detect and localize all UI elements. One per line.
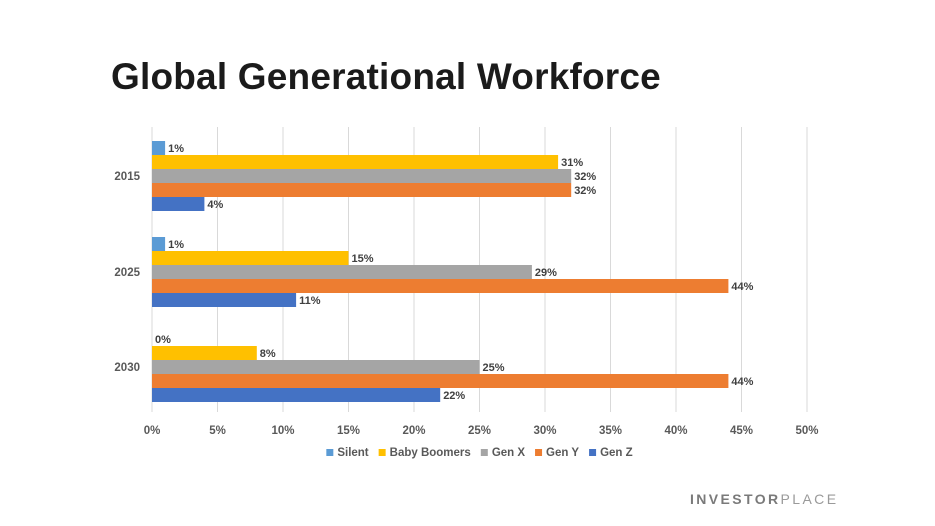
data-label: 1% [168,239,184,251]
legend-label: Gen Y [546,447,579,459]
x-tick-label: 50% [795,425,818,437]
brand-part-2: PLACE [780,491,839,507]
legend-label: Gen Z [600,447,633,459]
bar [152,197,205,211]
bar [152,237,166,251]
data-label: 29% [535,267,557,279]
legend-label: Gen X [492,447,526,459]
x-tick-label: 15% [337,425,360,437]
bar [152,251,349,265]
legend-swatch [480,449,488,456]
legend-label: Baby Boomers [390,447,471,459]
bar [152,141,166,155]
bar [152,293,297,307]
data-label: 44% [731,281,753,293]
investorplace-logo: INVESTORPLACE [690,491,838,507]
data-label: 8% [260,348,276,360]
legend-label: Silent [337,447,368,459]
x-tick-label: 35% [599,425,622,437]
x-tick-label: 20% [402,425,425,437]
bar [152,346,257,360]
x-tick-label: 5% [209,425,226,437]
x-tick-label: 45% [730,425,753,437]
bar [152,374,729,388]
data-label: 22% [443,390,465,402]
data-label: 32% [574,185,596,197]
category-label: 2030 [114,362,140,374]
legend-swatch [535,449,543,456]
data-label: 25% [483,362,505,374]
data-label: 4% [207,199,223,211]
data-label: 0% [155,334,171,346]
legend-swatch [326,449,334,456]
bar [152,169,572,183]
bar [152,155,559,169]
x-tick-label: 0% [144,425,161,437]
data-label: 11% [299,295,321,307]
x-tick-label: 25% [468,425,491,437]
bar [152,388,441,402]
x-tick-label: 10% [271,425,294,437]
data-label: 31% [561,157,583,169]
x-tick-label: 40% [664,425,687,437]
bar [152,183,572,197]
data-label: 15% [352,253,374,265]
bar [152,360,480,374]
brand-part-1: INVESTOR [690,491,781,507]
bar [152,265,532,279]
data-label: 32% [574,171,596,183]
legend-swatch [589,449,597,456]
category-label: 2025 [114,267,140,279]
x-tick-label: 30% [533,425,556,437]
chart-title: Global Generational Workforce [111,56,661,97]
bar [152,279,729,293]
legend-swatch [378,449,386,456]
data-label: 1% [168,143,184,155]
category-label: 2015 [114,171,140,183]
data-label: 44% [731,376,753,388]
